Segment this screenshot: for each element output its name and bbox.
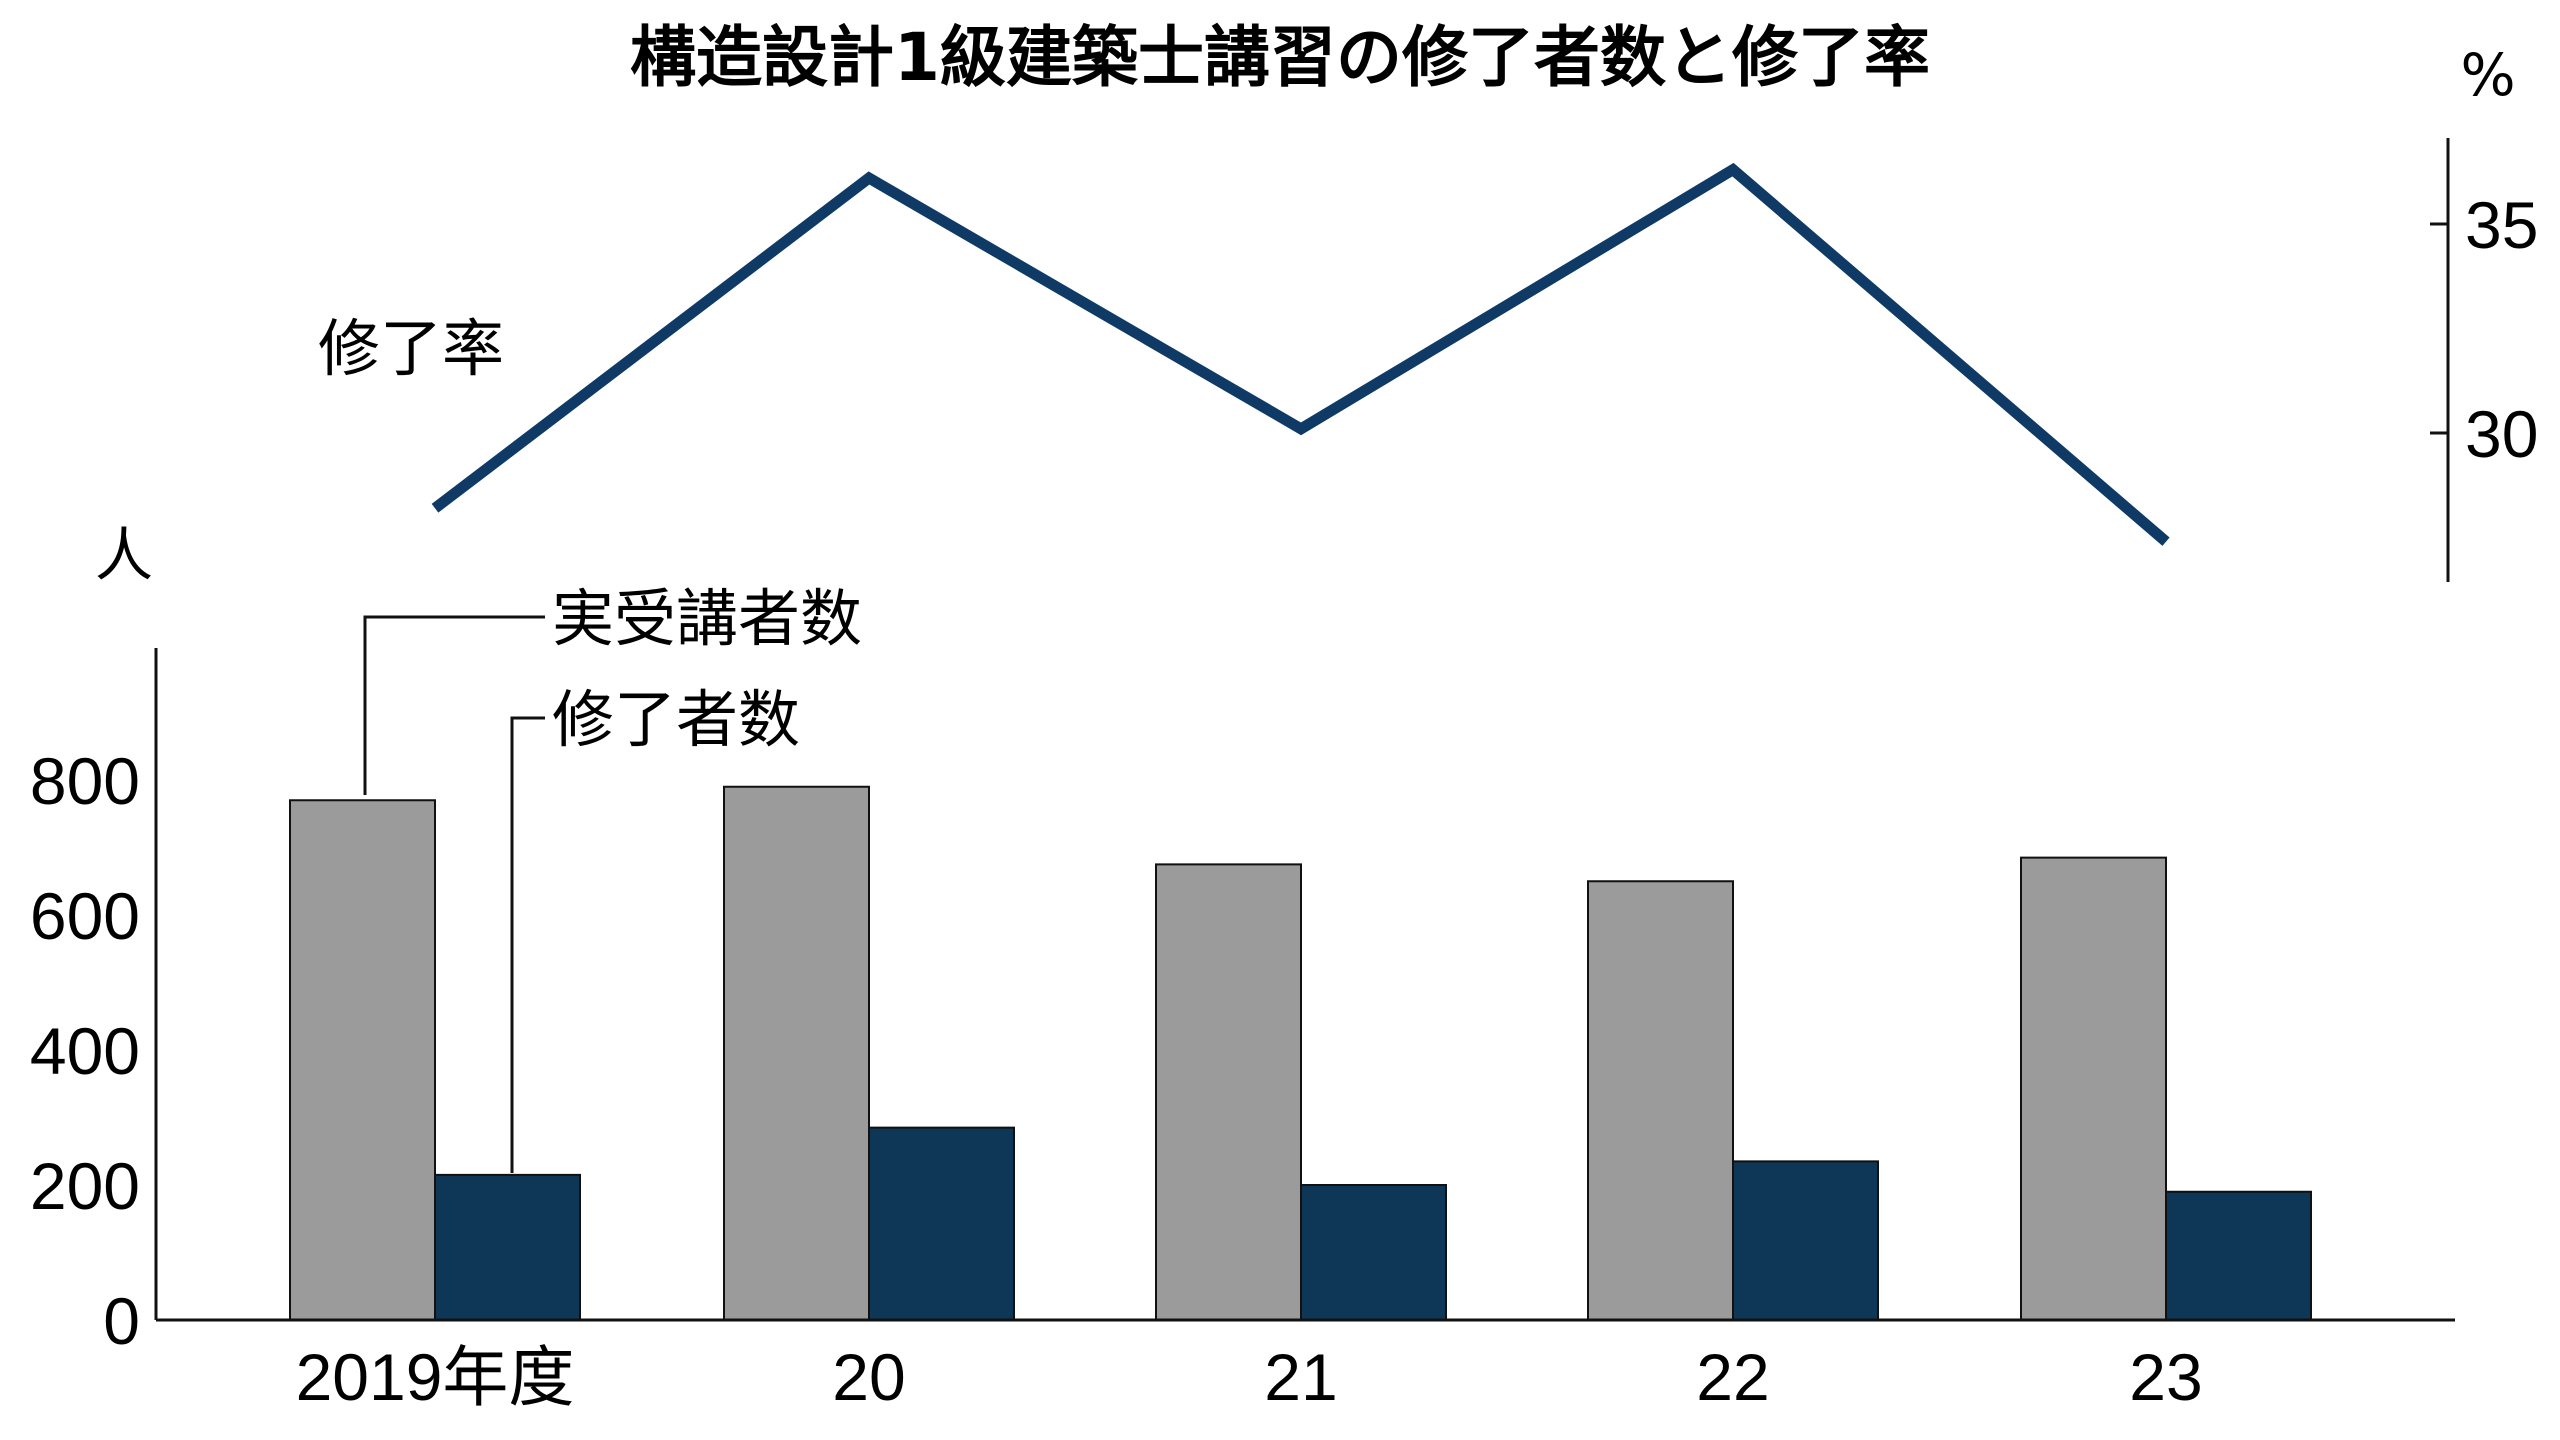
x-tick-label: 22 [1696,1340,1769,1414]
rate-line [431,162,2170,546]
bar-attendees [289,799,436,1321]
count-tick-label: 800 [30,744,140,818]
legend-leader-attendees [363,615,545,795]
x-axis-labels: 2019年度 20 21 22 23 [296,1340,2203,1414]
count-tick-label: 600 [30,879,140,953]
count-tick-label: 0 [103,1284,140,1358]
rate-axis-ticks: 30 35 [2430,188,2538,471]
bar-completers [434,1173,581,1321]
bar-completers [1732,1160,1879,1321]
legend-leader-completers [510,716,545,1173]
chart-title: 構造設計1級建築士講習の修了者数と修了率 [630,19,1930,96]
x-tick-label: 20 [832,1340,905,1414]
legend-label-completers: 修了者数 [552,683,800,756]
bar-completers [2165,1190,2312,1321]
count-tick-label: 400 [30,1014,140,1088]
x-tick-label: 21 [1264,1340,1337,1414]
bar-attendees [1587,880,1734,1321]
bar-completers [1300,1184,1447,1321]
bar-attendees [1155,863,1302,1321]
bars [289,785,2312,1321]
count-tick-label: 200 [30,1149,140,1223]
bar-completers [868,1126,1015,1321]
count-axis-ticks: 0 200 400 600 800 [30,744,140,1358]
rate-axis-unit: % [2460,41,2515,109]
rate-series-label: 修了率 [318,312,504,385]
bar-attendees [723,785,870,1321]
x-tick-label: 23 [2129,1340,2202,1414]
rate-tick-label: 30 [2465,397,2538,471]
legend-label-attendees: 実受講者数 [552,582,862,655]
x-tick-label: 2019年度 [296,1340,575,1414]
bar-attendees [2020,856,2167,1321]
count-axis-unit: 人 [95,521,153,589]
rate-tick-label: 35 [2465,188,2538,262]
